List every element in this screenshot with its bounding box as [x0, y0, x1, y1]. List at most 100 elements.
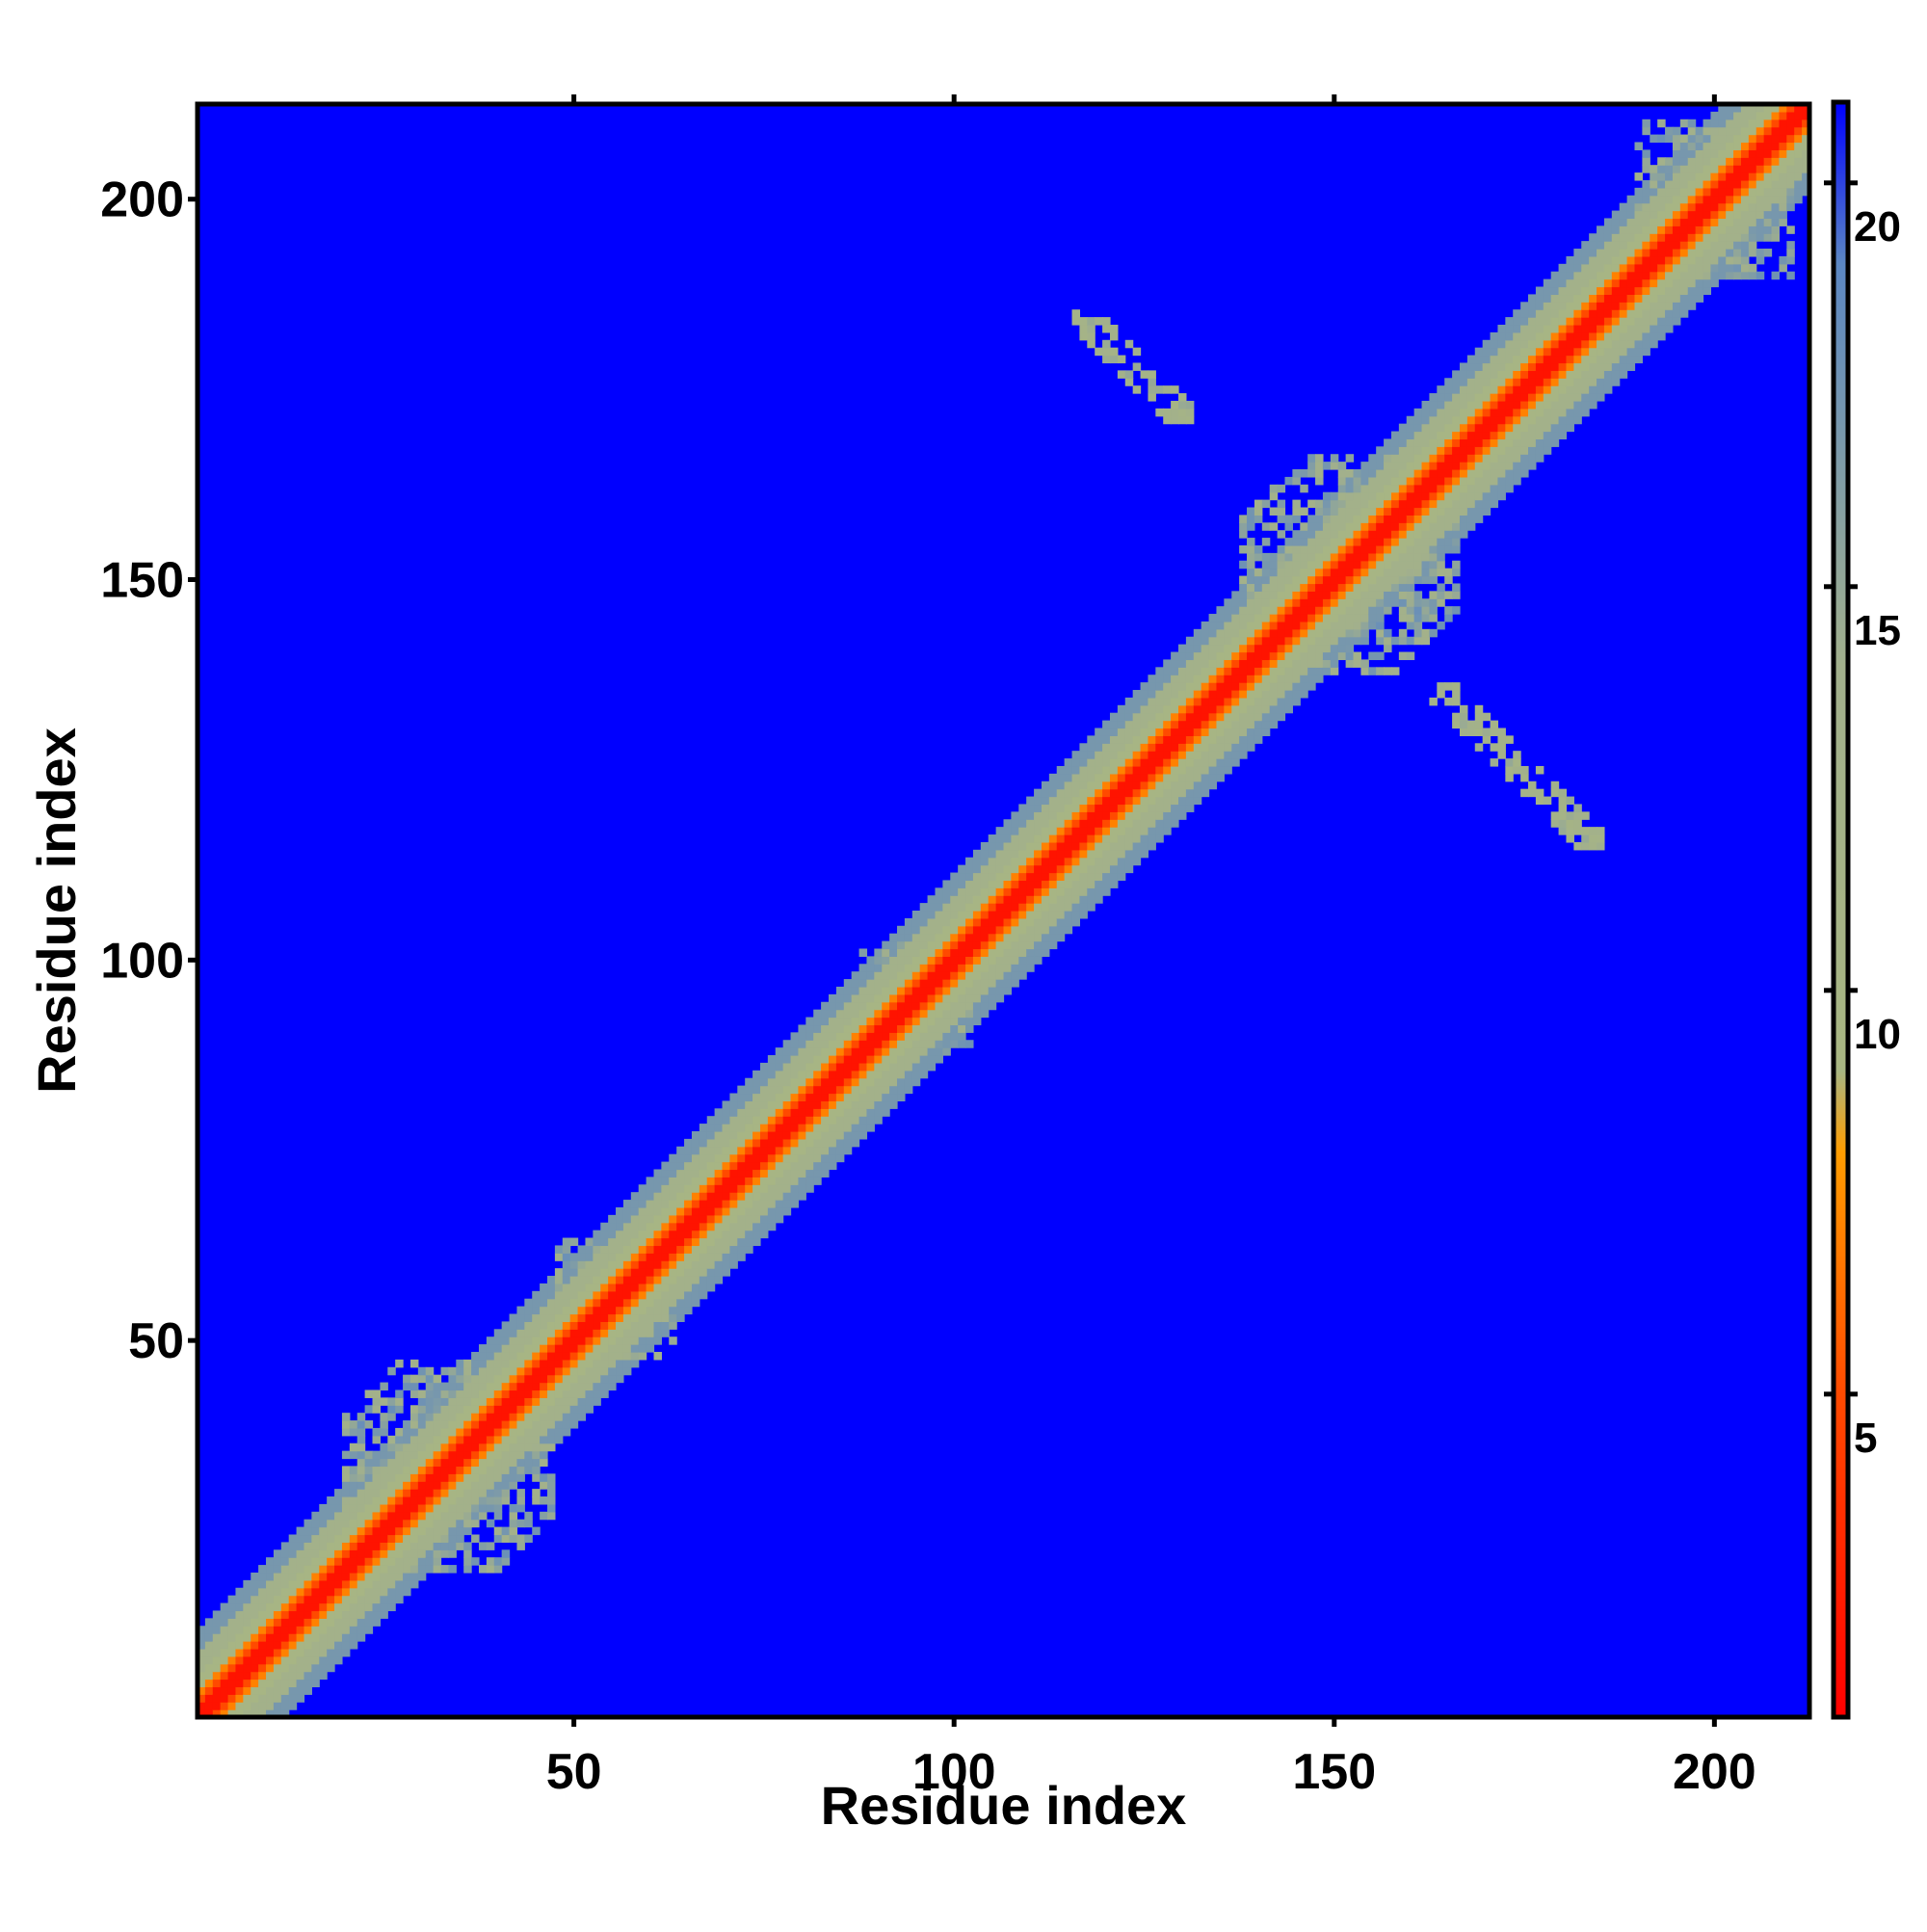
heatmap-cell — [1102, 834, 1111, 843]
heatmap-cell — [775, 1077, 784, 1087]
heatmap-cell — [1292, 644, 1301, 653]
heatmap-cell — [1155, 758, 1164, 767]
heatmap-cell — [448, 1389, 457, 1398]
heatmap-cell — [304, 1557, 312, 1566]
heatmap-cell — [1185, 720, 1195, 729]
heatmap-cell — [1710, 225, 1719, 234]
heatmap-cell — [911, 1055, 921, 1064]
heatmap-cell — [509, 1366, 518, 1376]
heatmap-cell — [1034, 841, 1043, 851]
heatmap-cell — [988, 964, 997, 972]
heatmap-cell — [501, 1427, 511, 1437]
heatmap-cell — [775, 1047, 784, 1056]
heatmap-cell — [813, 1062, 822, 1072]
heatmap-cell — [1124, 864, 1134, 874]
heatmap-cell — [478, 1473, 488, 1482]
heatmap-cell — [273, 1579, 282, 1589]
heatmap-cell — [1437, 544, 1445, 554]
heatmap-cell — [1109, 751, 1119, 759]
heatmap-cell — [904, 933, 913, 942]
heatmap-cell — [1360, 522, 1369, 531]
heatmap-cell — [288, 1557, 298, 1566]
heatmap-cell — [1171, 751, 1179, 759]
heatmap-cell — [889, 986, 898, 995]
heatmap-cell — [403, 1565, 411, 1574]
heatmap-cell — [1589, 324, 1597, 333]
heatmap-cell — [1163, 788, 1172, 798]
heatmap-cell — [1535, 286, 1544, 296]
heatmap-cell — [1520, 408, 1529, 417]
heatmap-cell — [950, 917, 959, 927]
heatmap-cell — [630, 1237, 640, 1247]
heatmap-cell — [1490, 355, 1499, 364]
heatmap-cell — [737, 1138, 746, 1148]
heatmap-cell — [1003, 948, 1012, 957]
heatmap-cell — [1726, 187, 1734, 197]
heatmap-cell — [1384, 507, 1392, 516]
heatmap-cell — [653, 1283, 662, 1292]
heatmap-cell — [585, 1306, 594, 1315]
heatmap-cell — [1543, 317, 1552, 326]
heatmap-cell — [1041, 887, 1050, 896]
heatmap-cell — [1543, 796, 1552, 806]
heatmap-cell — [547, 1473, 556, 1482]
heatmap-cell — [706, 1169, 716, 1178]
heatmap-cell — [1337, 583, 1347, 592]
heatmap-cell — [220, 1671, 229, 1681]
heatmap-cell — [813, 1161, 822, 1171]
heatmap-cell — [243, 1595, 251, 1604]
heatmap-cell — [509, 1427, 518, 1437]
heatmap-cell — [995, 964, 1005, 972]
heatmap-cell — [251, 1679, 259, 1688]
heatmap-cell — [745, 1161, 753, 1171]
heatmap-cell — [1528, 355, 1537, 364]
heatmap-cell — [995, 864, 1005, 874]
heatmap-cell — [1178, 796, 1187, 806]
heatmap-cell — [858, 1077, 868, 1087]
heatmap-cell — [616, 1329, 624, 1337]
heatmap-cell — [935, 948, 943, 957]
heatmap-cell — [1384, 560, 1392, 569]
heatmap-cell — [364, 1458, 374, 1468]
heatmap-cell — [251, 1641, 259, 1650]
heatmap-cell — [722, 1268, 730, 1277]
heatmap-cell — [327, 1655, 335, 1665]
heatmap-cell — [471, 1427, 480, 1437]
heatmap-cell — [1573, 804, 1582, 812]
heatmap-cell — [866, 1085, 875, 1095]
heatmap-cell — [1011, 841, 1019, 851]
heatmap-cell — [433, 1481, 442, 1490]
heatmap-cell — [988, 1001, 997, 1011]
heatmap-cell — [1224, 614, 1232, 622]
heatmap-cell — [554, 1245, 564, 1254]
heatmap-cell — [813, 1047, 822, 1056]
heatmap-cell — [1513, 758, 1521, 767]
heatmap-cell — [403, 1420, 411, 1429]
heatmap-cell — [874, 1062, 883, 1072]
heatmap-cell — [942, 911, 951, 919]
heatmap-cell — [980, 1001, 990, 1011]
heatmap-cell — [1384, 491, 1392, 501]
heatmap-cell — [524, 1466, 533, 1474]
heatmap-cell — [1474, 462, 1484, 470]
heatmap-cell — [440, 1458, 450, 1468]
heatmap-cell — [1071, 864, 1081, 874]
heatmap-cell — [327, 1496, 335, 1505]
heatmap-cell — [1429, 515, 1438, 523]
heatmap-cell — [562, 1359, 571, 1368]
heatmap-cell — [1300, 644, 1308, 653]
heatmap-cell — [821, 1146, 830, 1155]
heatmap-cell — [304, 1655, 312, 1665]
heatmap-cell — [1368, 462, 1377, 470]
heatmap-cell — [1611, 317, 1621, 326]
heatmap-cell — [851, 1009, 860, 1019]
heatmap-cell — [759, 1108, 769, 1117]
heatmap-cell — [1528, 393, 1537, 402]
heatmap-cell — [1337, 522, 1347, 531]
heatmap-cell — [349, 1626, 358, 1634]
heatmap-cell — [858, 971, 868, 980]
heatmap-cell — [1247, 712, 1255, 722]
heatmap-cell — [1573, 415, 1582, 425]
heatmap-cell — [1102, 317, 1111, 326]
heatmap-cell — [1239, 659, 1248, 668]
